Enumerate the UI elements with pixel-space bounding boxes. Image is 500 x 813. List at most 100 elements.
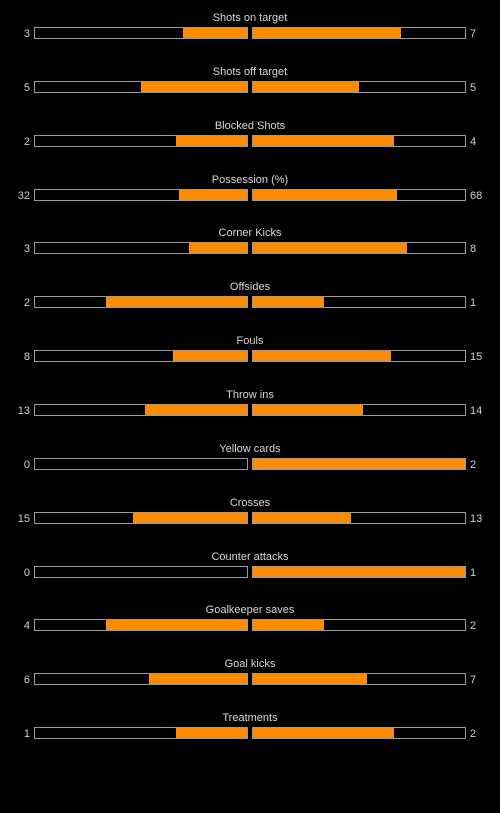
stat-row: Possession (%) 32 68	[0, 174, 500, 214]
home-bar	[34, 81, 248, 93]
home-bar	[34, 673, 248, 685]
stat-label: Crosses	[229, 497, 271, 509]
home-bar	[34, 296, 248, 308]
away-bar	[252, 404, 466, 416]
away-value: 7	[470, 674, 477, 686]
stat-row: Yellow cards 0 2	[0, 443, 500, 483]
away-bar	[252, 135, 466, 147]
home-bar-fill	[105, 297, 247, 307]
home-value: 1	[23, 728, 30, 740]
away-value: 1	[470, 567, 477, 579]
stat-label: Blocked Shots	[214, 120, 286, 132]
home-bar	[34, 458, 248, 470]
stat-row: Crosses 15 13	[0, 497, 500, 537]
away-bar	[252, 81, 466, 93]
stat-label: Counter attacks	[211, 551, 289, 563]
home-bar-fill	[173, 351, 247, 361]
home-value: 8	[23, 351, 30, 363]
away-bar-fill	[253, 728, 395, 738]
home-bar-fill	[176, 136, 247, 146]
away-bar	[252, 350, 466, 362]
home-value: 3	[23, 243, 30, 255]
home-bar-fill	[189, 243, 247, 253]
away-bar-fill	[253, 297, 324, 307]
away-value: 2	[470, 620, 477, 632]
away-bar-fill	[253, 190, 398, 200]
home-value: 15	[17, 513, 30, 525]
away-bar	[252, 673, 466, 685]
away-value: 13	[470, 513, 483, 525]
home-bar-fill	[141, 82, 247, 92]
home-bar-fill	[183, 28, 247, 38]
home-value: 0	[23, 567, 30, 579]
home-bar	[34, 27, 248, 39]
home-bar-fill	[105, 620, 247, 630]
away-bar	[252, 296, 466, 308]
away-bar-fill	[253, 136, 395, 146]
home-bar	[34, 566, 248, 578]
away-bar-fill	[253, 459, 465, 469]
home-bar	[34, 404, 248, 416]
away-bar	[252, 189, 466, 201]
home-bar	[34, 727, 248, 739]
stat-label: Goalkeeper saves	[205, 604, 295, 616]
stat-row: Counter attacks 0 1	[0, 551, 500, 591]
away-value: 14	[470, 405, 483, 417]
home-bar-fill	[176, 728, 247, 738]
away-bar	[252, 458, 466, 470]
home-bar	[34, 189, 248, 201]
stat-row: Goalkeeper saves 4 2	[0, 604, 500, 644]
home-value: 6	[23, 674, 30, 686]
stat-label: Goal kicks	[224, 658, 276, 670]
home-value: 2	[23, 297, 30, 309]
away-value: 1	[470, 297, 477, 309]
away-value: 5	[470, 82, 477, 94]
stat-label: Shots off target	[212, 66, 288, 78]
stat-row: Blocked Shots 2 4	[0, 120, 500, 160]
stat-row: Shots on target 3 7	[0, 12, 500, 52]
home-value: 13	[17, 405, 30, 417]
stat-row: Throw ins 13 14	[0, 389, 500, 429]
home-bar	[34, 242, 248, 254]
stat-label: Possession (%)	[211, 174, 289, 186]
away-bar-fill	[253, 674, 368, 684]
home-bar	[34, 135, 248, 147]
away-bar-fill	[253, 567, 465, 577]
home-bar-fill	[145, 405, 247, 415]
away-bar	[252, 619, 466, 631]
away-bar	[252, 566, 466, 578]
away-bar	[252, 727, 466, 739]
away-value: 2	[470, 728, 477, 740]
stat-row: Fouls 8 15	[0, 335, 500, 375]
away-bar-fill	[253, 243, 408, 253]
stat-label: Throw ins	[226, 389, 274, 401]
home-value: 4	[23, 620, 30, 632]
stat-row: Corner Kicks 3 8	[0, 227, 500, 267]
away-bar	[252, 512, 466, 524]
away-value: 4	[470, 136, 477, 148]
away-value: 2	[470, 459, 477, 471]
home-bar-fill	[133, 513, 247, 523]
stat-label: Shots on target	[212, 12, 288, 24]
away-value: 8	[470, 243, 477, 255]
away-bar-fill	[253, 405, 364, 415]
away-bar-fill	[253, 513, 352, 523]
stat-row: Goal kicks 6 7	[0, 658, 500, 698]
home-bar-fill	[149, 674, 247, 684]
away-value: 15	[470, 351, 483, 363]
home-value: 0	[23, 459, 30, 471]
away-value: 68	[470, 190, 483, 202]
stat-row: Shots off target 5 5	[0, 66, 500, 106]
away-value: 7	[470, 28, 477, 40]
home-bar	[34, 619, 248, 631]
home-bar	[34, 512, 248, 524]
stat-label: Fouls	[236, 335, 264, 347]
home-bar-fill	[179, 190, 247, 200]
home-bar	[34, 350, 248, 362]
away-bar-fill	[253, 351, 392, 361]
away-bar	[252, 27, 466, 39]
home-value: 32	[17, 190, 30, 202]
stat-row: Treatments 1 2	[0, 712, 500, 752]
away-bar	[252, 242, 466, 254]
home-value: 3	[23, 28, 30, 40]
